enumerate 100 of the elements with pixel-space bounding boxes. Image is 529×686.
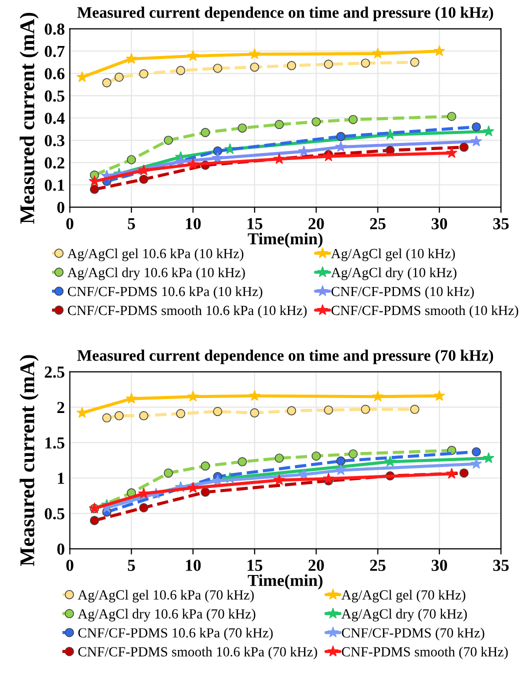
- x-tick-label: 0: [66, 560, 74, 571]
- x-axis-title: Time(min): [248, 232, 322, 248]
- point: [102, 413, 112, 422]
- y-tick-label: 0: [57, 202, 64, 214]
- y-tick-label: 1.5: [45, 437, 64, 449]
- y-tick-label: 0.5: [44, 508, 64, 520]
- x-tick-label: 35: [493, 560, 509, 571]
- legend-label: CNF/CF-PDMS smooth 10.6 kPa (10 kHz): [68, 305, 307, 318]
- point: [102, 78, 112, 88]
- legend-label: CNF/CF-PDMS 10.6 kPa (10 kHz): [68, 286, 262, 300]
- point: [434, 390, 446, 401]
- point: [360, 404, 370, 414]
- x-tick-label: 30: [432, 218, 448, 230]
- x-tick-label: 20: [308, 218, 324, 230]
- point: [459, 468, 469, 478]
- point: [139, 174, 148, 184]
- point: [126, 52, 138, 64]
- point: [324, 405, 334, 415]
- point: [482, 452, 494, 464]
- y-tick-label: 0.3: [44, 134, 64, 146]
- point: [114, 72, 124, 82]
- point: [410, 58, 420, 67]
- x-tick-label: 5: [128, 218, 135, 230]
- y-tick-label: 2: [57, 402, 64, 413]
- point: [200, 488, 210, 497]
- point: [213, 64, 222, 73]
- point: [187, 50, 199, 61]
- x-axis-title: Time(min): [248, 574, 322, 590]
- point: [90, 184, 100, 194]
- point: [176, 408, 186, 418]
- legend-label: CNF/CF-PDMS (10 kHz): [331, 286, 474, 300]
- x-tick-label: 15: [248, 560, 262, 571]
- y-axis-title: Measured current (mA): [20, 12, 39, 224]
- legend-label: CNF/CF-PDMS 10.6 kPa (70 kHz): [78, 628, 273, 640]
- x-tick-label: 10: [186, 560, 201, 571]
- point: [447, 112, 456, 122]
- point: [139, 503, 148, 512]
- y-tick-label: 0.6: [44, 68, 64, 80]
- point: [164, 136, 173, 145]
- y-tick-label: 2.5: [44, 366, 64, 378]
- point: [312, 451, 321, 461]
- point: [384, 456, 396, 467]
- y-tick-label: 0.7: [44, 46, 65, 58]
- point: [139, 69, 148, 78]
- x-tick-label: 10: [186, 218, 201, 230]
- point: [322, 472, 334, 484]
- point: [459, 142, 469, 152]
- point: [336, 132, 346, 142]
- y-tick-label: 0.4: [44, 112, 65, 124]
- point: [212, 474, 224, 486]
- point: [360, 58, 370, 68]
- point: [470, 135, 482, 146]
- point: [248, 48, 260, 60]
- point: [248, 390, 260, 401]
- point: [434, 45, 446, 56]
- legend-label: CNF/CF-PDMS smooth (10 kHz): [331, 305, 518, 318]
- legend-label: Ag/AgCl dry 10.6 kPa (10 kHz): [67, 267, 245, 280]
- y-tick-label: 1: [58, 472, 64, 484]
- point: [286, 61, 296, 70]
- y-tick-label: 0.5: [44, 90, 64, 102]
- point: [348, 449, 358, 459]
- y-tick-label: 0.1: [44, 180, 64, 191]
- point: [482, 125, 494, 136]
- point: [213, 406, 222, 416]
- point: [274, 474, 285, 486]
- point: [470, 458, 482, 469]
- legend-label: Ag/AgCl gel (70 kHz): [341, 590, 466, 602]
- point: [312, 117, 321, 126]
- point: [472, 447, 481, 456]
- chart-title: Measured current dependence on time and pressure (70 kHz): [77, 350, 494, 364]
- legend-label: Ag/AgCl gel 10.6 kPa (70 kHz): [78, 590, 254, 602]
- point: [348, 114, 358, 124]
- point: [274, 153, 285, 164]
- y-tick-label: 0.8: [44, 24, 64, 35]
- point: [286, 406, 296, 416]
- point: [176, 66, 186, 76]
- legend-label: CNF/CF-PDMS smooth 10.6 kPa (70 kHz): [78, 646, 318, 660]
- point: [324, 60, 334, 69]
- x-tick-label: 25: [370, 560, 386, 571]
- point: [187, 158, 199, 170]
- x-tick-label: 20: [308, 560, 324, 571]
- point: [372, 48, 384, 58]
- point: [446, 147, 458, 158]
- point: [250, 408, 260, 418]
- point: [238, 457, 247, 466]
- x-tick-label: 15: [248, 218, 262, 230]
- legend-label: CNF/CF-PDMS (70 kHz): [342, 628, 484, 640]
- point: [446, 468, 458, 479]
- point: [410, 404, 420, 414]
- legend-label: Ag/AgCl dry 10.6 kPa (70 kHz): [78, 608, 256, 622]
- point: [138, 488, 150, 498]
- point: [90, 516, 100, 526]
- x-tick-label: 35: [493, 218, 509, 230]
- point: [200, 461, 210, 471]
- point: [126, 392, 138, 404]
- point: [138, 164, 150, 176]
- point: [139, 411, 148, 420]
- legend-label: Ag/AgCl dry (70 kHz): [341, 608, 467, 622]
- y-tick-label: 0: [57, 544, 64, 555]
- point: [250, 62, 260, 72]
